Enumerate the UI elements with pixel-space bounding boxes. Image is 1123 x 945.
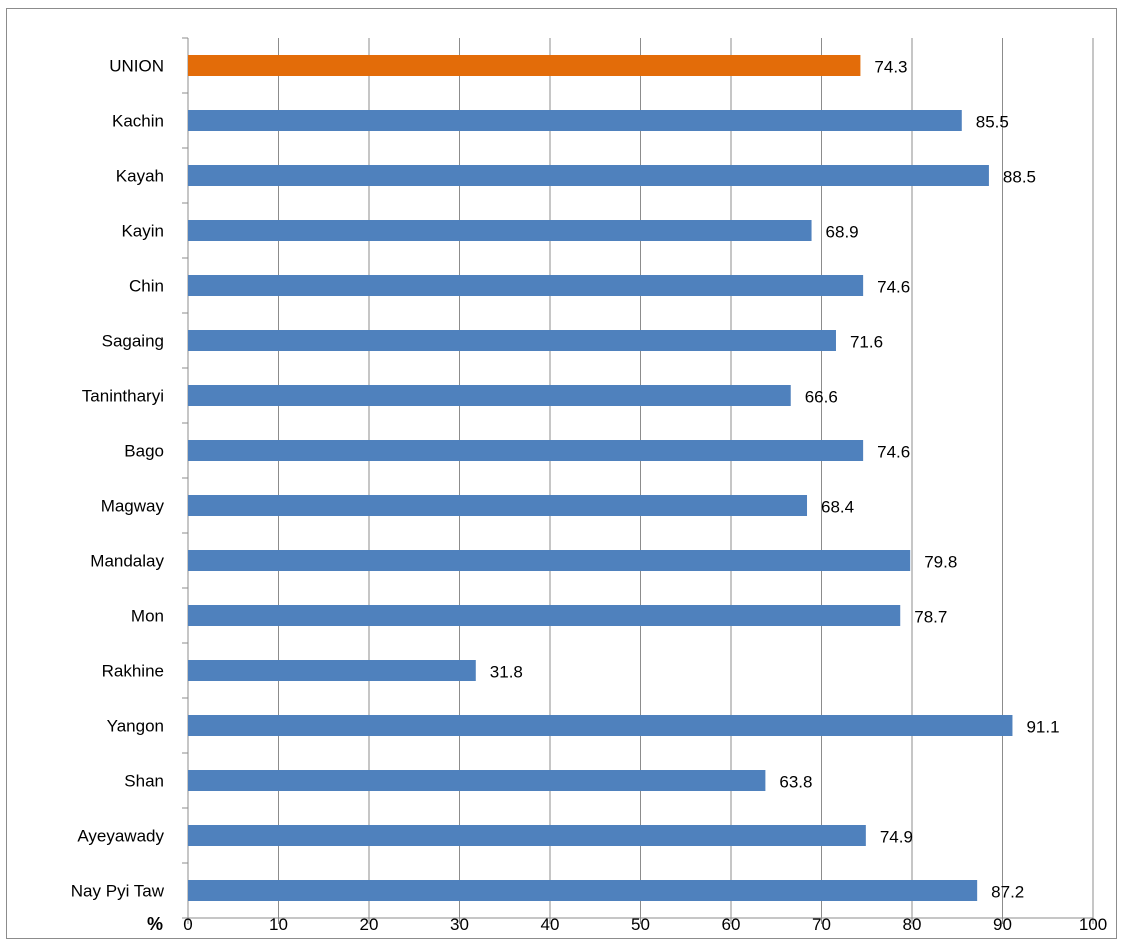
data-label: 74.3	[874, 58, 907, 77]
category-label: Yangon	[107, 717, 164, 736]
bar	[188, 385, 791, 406]
bar	[188, 605, 901, 626]
bar	[188, 440, 864, 461]
data-label: 31.8	[490, 663, 523, 682]
category-label: Rakhine	[102, 662, 164, 681]
category-label: Kachin	[112, 112, 164, 131]
data-label: 88.5	[1003, 168, 1036, 187]
bar	[188, 165, 989, 186]
x-tick-label: 30	[450, 915, 469, 934]
x-tick-label: 10	[269, 915, 288, 934]
bar	[188, 550, 911, 571]
x-tick-label: 100	[1079, 915, 1107, 934]
x-tick-label: 90	[993, 915, 1012, 934]
category-label: Ayeyawady	[77, 827, 164, 846]
bar	[188, 330, 836, 351]
data-label: 85.5	[976, 113, 1009, 132]
data-label: 74.9	[880, 828, 913, 847]
data-label: 71.6	[850, 333, 883, 352]
x-tick-label: 50	[631, 915, 650, 934]
data-label: 91.1	[1026, 718, 1059, 737]
bar	[188, 275, 864, 296]
bars	[188, 55, 1013, 901]
data-label: 87.2	[991, 883, 1024, 902]
x-tick-labels: 0 10 20 30 40 50 60 70 80 90 100	[183, 915, 1107, 934]
bar	[188, 110, 962, 131]
data-label: 78.7	[914, 608, 947, 627]
x-tick-label: 0	[183, 915, 192, 934]
bar-highlight	[188, 55, 861, 76]
category-labels: UNION Kachin Kayah Kayin Chin Sagaing Tanintha…	[71, 57, 165, 901]
x-tick-label: 60	[722, 915, 741, 934]
category-label: Tanintharyi	[82, 387, 164, 406]
category-label: Shan	[124, 772, 164, 791]
x-axis-unit-label: %	[147, 914, 163, 934]
data-label: 63.8	[779, 773, 812, 792]
data-label: 74.6	[877, 278, 910, 297]
category-label: UNION	[109, 57, 164, 76]
category-label: Sagaing	[102, 332, 164, 351]
bar	[188, 715, 1013, 736]
bar	[188, 770, 766, 791]
data-label: 74.6	[877, 443, 910, 462]
category-label: Kayin	[121, 222, 164, 241]
x-tick-label: 20	[360, 915, 379, 934]
data-label: 68.9	[826, 223, 859, 242]
bar	[188, 880, 978, 901]
x-tick-label: 40	[541, 915, 560, 934]
data-label: 66.6	[805, 388, 838, 407]
data-labels: 74.3 85.5 88.5 68.9 74.6 71.6 66.6 74.6 68.4 79.8…	[490, 58, 1060, 902]
category-label: Chin	[129, 277, 164, 296]
bar	[188, 220, 812, 241]
data-label: 79.8	[924, 553, 957, 572]
category-label: Nay Pyi Taw	[71, 882, 165, 901]
x-tick-label: 70	[812, 915, 831, 934]
x-tick-label: 80	[903, 915, 922, 934]
category-label: Mandalay	[90, 552, 164, 571]
category-label: Mon	[131, 607, 164, 626]
bar	[188, 660, 476, 681]
bar	[188, 825, 866, 846]
bar	[188, 495, 808, 516]
category-label: Magway	[101, 497, 165, 516]
category-label: Bago	[124, 442, 164, 461]
category-label: Kayah	[116, 167, 164, 186]
data-label: 68.4	[821, 498, 854, 517]
